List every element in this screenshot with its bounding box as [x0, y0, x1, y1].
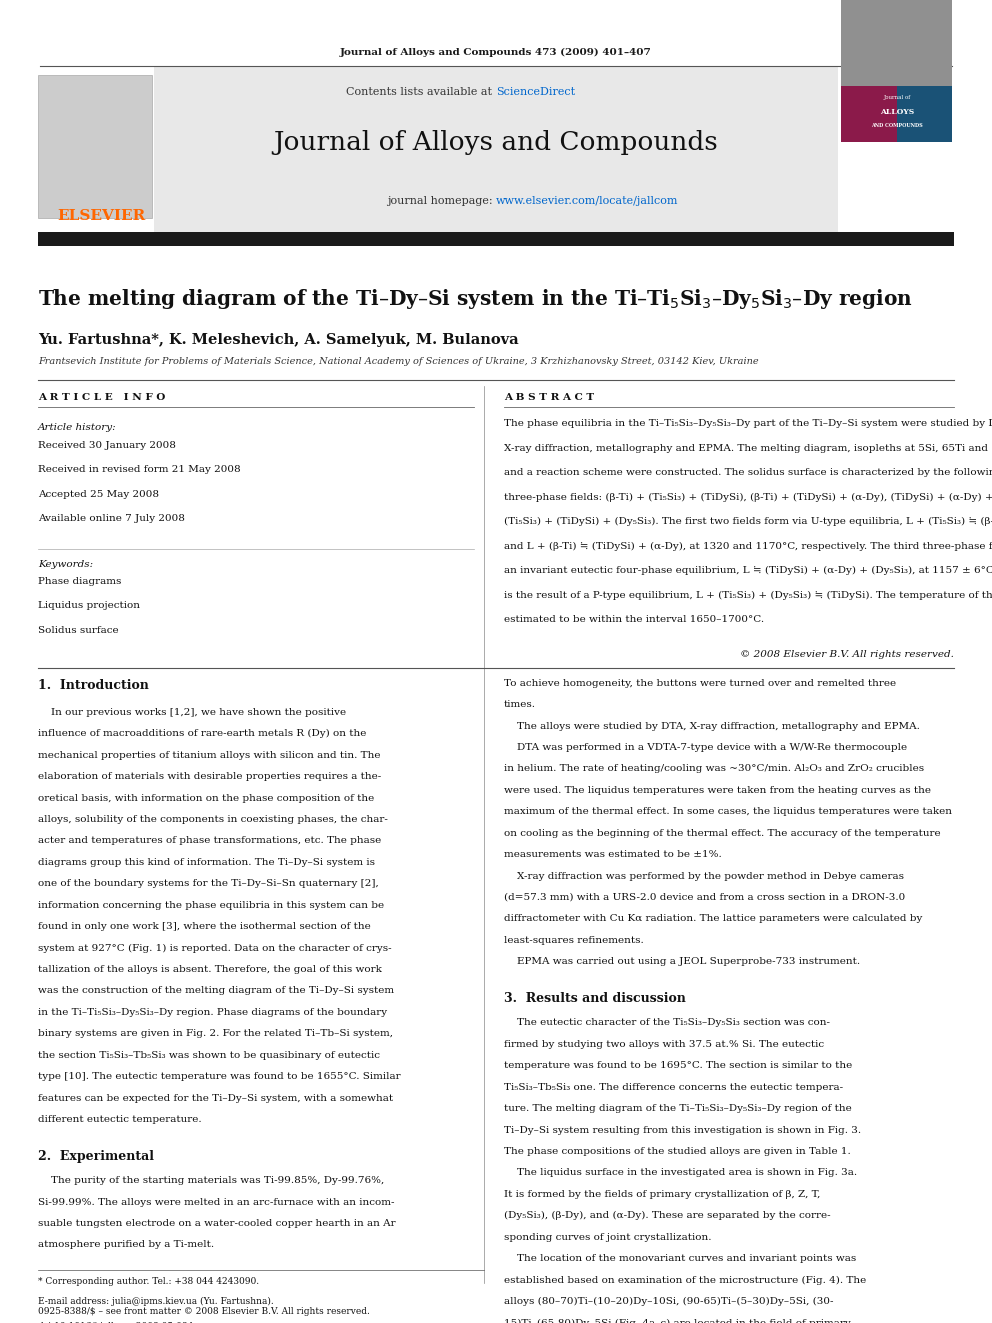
Text: ALLOYS: ALLOYS	[880, 108, 914, 116]
Text: atmosphere purified by a Ti-melt.: atmosphere purified by a Ti-melt.	[38, 1241, 214, 1249]
Text: Accepted 25 May 2008: Accepted 25 May 2008	[38, 490, 159, 499]
Text: * Corresponding author. Tel.: +38 044 4243090.: * Corresponding author. Tel.: +38 044 42…	[38, 1277, 259, 1286]
Text: A R T I C L E   I N F O: A R T I C L E I N F O	[38, 393, 165, 402]
Text: features can be expected for the Ti–Dy–Si system, with a somewhat: features can be expected for the Ti–Dy–S…	[38, 1094, 393, 1102]
Text: Contents lists available at: Contents lists available at	[346, 87, 496, 98]
Text: diagrams group this kind of information. The Ti–Dy–Si system is: diagrams group this kind of information.…	[38, 857, 375, 867]
Text: different eutectic temperature.: different eutectic temperature.	[38, 1115, 201, 1125]
Text: type [10]. The eutectic temperature was found to be 1655°C. Similar: type [10]. The eutectic temperature was …	[38, 1072, 401, 1081]
Text: Journal of: Journal of	[883, 95, 911, 101]
Text: maximum of the thermal effect. In some cases, the liquidus temperatures were tak: maximum of the thermal effect. In some c…	[504, 807, 952, 816]
Text: three-phase fields: (β-Ti) + (Ti₅Si₃) + (TiDySi), (β-Ti) + (TiDySi) + (α-Dy), (T: three-phase fields: (β-Ti) + (Ti₅Si₃) + …	[504, 493, 992, 501]
Text: estimated to be within the interval 1650–1700°C.: estimated to be within the interval 1650…	[504, 615, 764, 624]
Text: temperature was found to be 1695°C. The section is similar to the: temperature was found to be 1695°C. The …	[504, 1061, 852, 1070]
Text: tallization of the alloys is absent. Therefore, the goal of this work: tallization of the alloys is absent. The…	[38, 964, 382, 974]
Text: in the Ti–Ti₅Si₃–Dy₅Si₃–Dy region. Phase diagrams of the boundary: in the Ti–Ti₅Si₃–Dy₅Si₃–Dy region. Phase…	[38, 1008, 387, 1017]
Text: Solidus surface: Solidus surface	[38, 626, 118, 635]
Text: journal homepage:: journal homepage:	[387, 196, 496, 206]
Text: www.elsevier.com/locate/jallcom: www.elsevier.com/locate/jallcom	[496, 196, 679, 206]
Text: The eutectic character of the Ti₅Si₃–Dy₅Si₃ section was con-: The eutectic character of the Ti₅Si₃–Dy₅…	[504, 1019, 830, 1028]
Text: (d=57.3 mm) with a URS-2.0 device and from a cross section in a DRON-3.0: (d=57.3 mm) with a URS-2.0 device and fr…	[504, 893, 905, 902]
Text: times.: times.	[504, 700, 536, 709]
Text: Si-99.99%. The alloys were melted in an arc-furnace with an incom-: Si-99.99%. The alloys were melted in an …	[38, 1197, 394, 1207]
Text: EPMA was carried out using a JEOL Superprobe-733 instrument.: EPMA was carried out using a JEOL Superp…	[504, 958, 860, 966]
Text: measurements was estimated to be ±1%.: measurements was estimated to be ±1%.	[504, 851, 722, 859]
Text: oretical basis, with information on the phase composition of the: oretical basis, with information on the …	[38, 794, 374, 803]
Text: in helium. The rate of heating/cooling was ~30°C/min. Al₂O₃ and ZrO₂ crucibles: in helium. The rate of heating/cooling w…	[504, 765, 925, 774]
Text: (Dy₅Si₃), (β-Dy), and (α-Dy). These are separated by the corre-: (Dy₅Si₃), (β-Dy), and (α-Dy). These are …	[504, 1212, 830, 1220]
Text: Journal of Alloys and Compounds 473 (2009) 401–407: Journal of Alloys and Compounds 473 (200…	[340, 48, 652, 57]
Text: Received in revised form 21 May 2008: Received in revised form 21 May 2008	[38, 466, 240, 474]
Text: mechanical properties of titanium alloys with silicon and tin. The: mechanical properties of titanium alloys…	[38, 750, 380, 759]
Text: Liquidus projection: Liquidus projection	[38, 601, 140, 610]
Text: Article history:: Article history:	[38, 423, 116, 433]
Text: least-squares refinements.: least-squares refinements.	[504, 935, 644, 945]
Text: ELSEVIER: ELSEVIER	[58, 209, 145, 224]
Text: information concerning the phase equilibria in this system can be: information concerning the phase equilib…	[38, 901, 384, 910]
Text: In our previous works [1,2], we have shown the positive: In our previous works [1,2], we have sho…	[38, 708, 346, 717]
Text: influence of macroadditions of rare-earth metals R (Dy) on the: influence of macroadditions of rare-eart…	[38, 729, 366, 738]
Text: X-ray diffraction, metallography and EPMA. The melting diagram, isopleths at 5Si: X-ray diffraction, metallography and EPM…	[504, 443, 992, 452]
Text: ScienceDirect: ScienceDirect	[496, 87, 575, 98]
Text: To achieve homogeneity, the buttons were turned over and remelted three: To achieve homogeneity, the buttons were…	[504, 679, 896, 688]
Text: DTA was performed in a VDTA-7-type device with a W/W-Re thermocouple: DTA was performed in a VDTA-7-type devic…	[504, 744, 907, 751]
Text: Received 30 January 2008: Received 30 January 2008	[38, 441, 176, 450]
Text: The phase equilibria in the Ti–Ti₅Si₃–Dy₅Si₃–Dy part of the Ti–Dy–Si system were: The phase equilibria in the Ti–Ti₅Si₃–Dy…	[504, 419, 992, 429]
Text: 0925-8388/$ – see front matter © 2008 Elsevier B.V. All rights reserved.: 0925-8388/$ – see front matter © 2008 El…	[38, 1307, 370, 1316]
Text: and L + (β-Ti) ≒ (TiDySi) + (α-Dy), at 1320 and 1170°C, respectively. The third : and L + (β-Ti) ≒ (TiDySi) + (α-Dy), at 1…	[504, 542, 992, 550]
Text: and a reaction scheme were constructed. The solidus surface is characterized by : and a reaction scheme were constructed. …	[504, 468, 992, 478]
Text: © 2008 Elsevier B.V. All rights reserved.: © 2008 Elsevier B.V. All rights reserved…	[740, 650, 954, 659]
Text: It is formed by the fields of primary crystallization of β, Z, T,: It is formed by the fields of primary cr…	[504, 1189, 820, 1199]
Text: E-mail address: julia@ipms.kiev.ua (Yu. Fartushna).: E-mail address: julia@ipms.kiev.ua (Yu. …	[38, 1297, 274, 1306]
Text: firmed by studying two alloys with 37.5 at.% Si. The eutectic: firmed by studying two alloys with 37.5 …	[504, 1040, 824, 1049]
Text: X-ray diffraction was performed by the powder method in Debye cameras: X-ray diffraction was performed by the p…	[504, 872, 904, 881]
Text: is the result of a P-type equilibrium, L + (Ti₅Si₃) + (Dy₅Si₃) ≒ (TiDySi). The t: is the result of a P-type equilibrium, L…	[504, 590, 992, 599]
Text: binary systems are given in Fig. 2. For the related Ti–Tb–Si system,: binary systems are given in Fig. 2. For …	[38, 1029, 393, 1039]
Text: one of the boundary systems for the Ti–Dy–Si–Sn quaternary [2],: one of the boundary systems for the Ti–D…	[38, 880, 378, 888]
Text: Ti–Dy–Si system resulting from this investigation is shown in Fig. 3.: Ti–Dy–Si system resulting from this inve…	[504, 1126, 861, 1135]
Text: Yu. Fartushna*, K. Meleshevich, A. Samelyuk, M. Bulanova: Yu. Fartushna*, K. Meleshevich, A. Samel…	[38, 333, 519, 348]
Text: 2.  Experimental: 2. Experimental	[38, 1150, 154, 1163]
Text: Available online 7 July 2008: Available online 7 July 2008	[38, 515, 185, 523]
Text: The purity of the starting materials was Ti-99.85%, Dy-99.76%,: The purity of the starting materials was…	[38, 1176, 384, 1185]
Text: doi:10.1016/j.jallcom.2008.05.084: doi:10.1016/j.jallcom.2008.05.084	[38, 1322, 194, 1323]
Text: diffractometer with Cu Kα radiation. The lattice parameters were calculated by: diffractometer with Cu Kα radiation. The…	[504, 914, 923, 923]
Text: Keywords:: Keywords:	[38, 560, 93, 569]
Text: suable tungsten electrode on a water-cooled copper hearth in an Ar: suable tungsten electrode on a water-coo…	[38, 1218, 396, 1228]
Text: A B S T R A C T: A B S T R A C T	[504, 393, 594, 402]
Text: The phase compositions of the studied alloys are given in Table 1.: The phase compositions of the studied al…	[504, 1147, 851, 1156]
Text: was the construction of the melting diagram of the Ti–Dy–Si system: was the construction of the melting diag…	[38, 987, 394, 995]
Text: The liquidus surface in the investigated area is shown in Fig. 3a.: The liquidus surface in the investigated…	[504, 1168, 857, 1177]
Text: system at 927°C (Fig. 1) is reported. Data on the character of crys-: system at 927°C (Fig. 1) is reported. Da…	[38, 943, 391, 953]
Text: the section Ti₅Si₃–Tb₅Si₃ was shown to be quasibinary of eutectic: the section Ti₅Si₃–Tb₅Si₃ was shown to b…	[38, 1050, 380, 1060]
Text: Journal of Alloys and Compounds: Journal of Alloys and Compounds	[274, 130, 718, 155]
Text: established based on examination of the microstructure (Fig. 4). The: established based on examination of the …	[504, 1275, 866, 1285]
Text: 15)Ti–(65-80)Dy–5Si (Fig. 4a–c) are located in the field of primary: 15)Ti–(65-80)Dy–5Si (Fig. 4a–c) are loca…	[504, 1319, 851, 1323]
Text: alloys (80–70)Ti–(10–20)Dy–10Si, (90-65)Ti–(5–30)Dy–5Si, (30-: alloys (80–70)Ti–(10–20)Dy–10Si, (90-65)…	[504, 1297, 833, 1306]
Text: found in only one work [3], where the isothermal section of the: found in only one work [3], where the is…	[38, 922, 370, 931]
Text: on cooling as the beginning of the thermal effect. The accuracy of the temperatu: on cooling as the beginning of the therm…	[504, 828, 940, 837]
Text: Frantsevich Institute for Problems of Materials Science, National Academy of Sci: Frantsevich Institute for Problems of Ma…	[38, 357, 758, 366]
Text: 1.  Introduction: 1. Introduction	[38, 679, 149, 692]
Text: elaboration of materials with desirable properties requires a the-: elaboration of materials with desirable …	[38, 773, 381, 781]
Text: The alloys were studied by DTA, X-ray diffraction, metallography and EPMA.: The alloys were studied by DTA, X-ray di…	[504, 721, 920, 730]
Text: Phase diagrams: Phase diagrams	[38, 577, 121, 586]
Text: The location of the monovariant curves and invariant points was: The location of the monovariant curves a…	[504, 1254, 856, 1263]
Text: acter and temperatures of phase transformations, etc. The phase: acter and temperatures of phase transfor…	[38, 836, 381, 845]
Text: (Ti₅Si₃) + (TiDySi) + (Dy₅Si₃). The first two fields form via U-type equilibria,: (Ti₅Si₃) + (TiDySi) + (Dy₅Si₃). The firs…	[504, 517, 992, 527]
Text: were used. The liquidus temperatures were taken from the heating curves as the: were used. The liquidus temperatures wer…	[504, 786, 930, 795]
Text: AND COMPOUNDS: AND COMPOUNDS	[871, 123, 923, 128]
Text: Ti₅Si₃–Tb₅Si₃ one. The difference concerns the eutectic tempera-: Ti₅Si₃–Tb₅Si₃ one. The difference concer…	[504, 1082, 843, 1091]
Text: The melting diagram of the Ti–Dy–Si system in the Ti–Ti$_5$Si$_3$–Dy$_5$Si$_3$–D: The melting diagram of the Ti–Dy–Si syst…	[38, 287, 913, 311]
Text: alloys, solubility of the components in coexisting phases, the char-: alloys, solubility of the components in …	[38, 815, 388, 824]
Text: an invariant eutectic four-phase equilibrium, L ≒ (TiDySi) + (α-Dy) + (Dy₅Si₃), : an invariant eutectic four-phase equilib…	[504, 566, 992, 576]
Text: sponding curves of joint crystallization.: sponding curves of joint crystallization…	[504, 1233, 711, 1242]
Text: 3.  Results and discussion: 3. Results and discussion	[504, 992, 685, 1005]
Text: ture. The melting diagram of the Ti–Ti₅Si₃–Dy₅Si₃–Dy region of the: ture. The melting diagram of the Ti–Ti₅S…	[504, 1105, 852, 1113]
